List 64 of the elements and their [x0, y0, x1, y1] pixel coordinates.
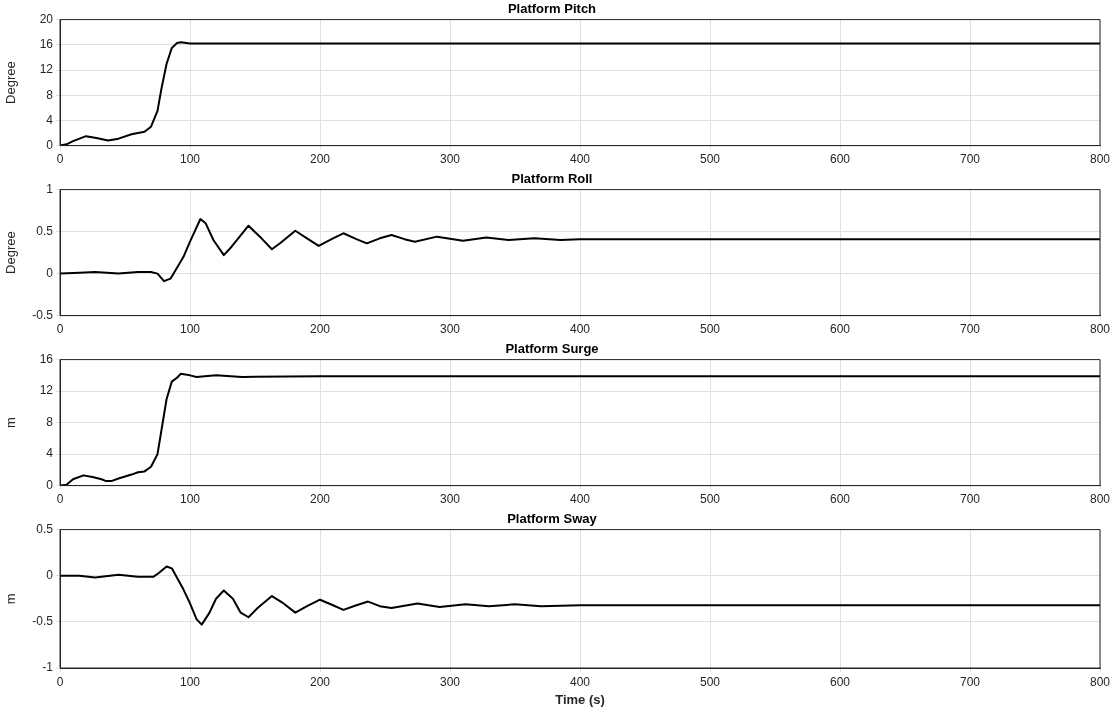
x-tick-label: 400: [569, 492, 591, 507]
x-tick-label: 300: [439, 152, 461, 167]
y-tick-label: 8: [46, 87, 54, 102]
x-tick-label: 700: [959, 152, 981, 167]
x-tick-label: 0: [56, 322, 64, 337]
x-tick-label: 700: [959, 492, 981, 507]
x-tick-label: 100: [179, 322, 201, 337]
x-tick-label: 700: [959, 674, 981, 689]
x-tick-label: 0: [56, 492, 64, 507]
y-tick-label: 4: [46, 112, 54, 127]
y-tick-label: -1: [42, 660, 54, 675]
y-tick-label: -0.5: [32, 614, 54, 629]
y-tick-label: 0: [46, 265, 54, 280]
x-tick-label: 800: [1089, 674, 1111, 689]
y-tick-label: 0: [46, 568, 54, 583]
x-tick-label: 600: [829, 152, 851, 167]
x-tick-label: 600: [829, 322, 851, 337]
x-tick-label: 600: [829, 492, 851, 507]
chart-title: Platform Surge: [505, 341, 599, 357]
chart-title: Platform Pitch: [507, 1, 597, 17]
y-tick-label: 20: [39, 11, 54, 26]
x-tick-label: 200: [309, 322, 331, 337]
chart-title: Platform Sway: [507, 511, 598, 527]
y-tick-label: -0.5: [32, 307, 54, 322]
x-axis-title: Time (s): [555, 691, 605, 707]
x-tick-label: 200: [309, 492, 331, 507]
x-tick-label: 700: [959, 322, 981, 337]
x-tick-label: 100: [179, 674, 201, 689]
y-tick-label: 16: [39, 37, 54, 52]
x-tick-label: 0: [56, 674, 64, 689]
y-axis-title: m: [3, 593, 19, 605]
y-tick-label: 0: [46, 137, 54, 152]
x-tick-label: 0: [56, 152, 64, 167]
x-tick-label: 600: [829, 674, 851, 689]
x-tick-label: 100: [179, 492, 201, 507]
x-tick-label: 200: [309, 152, 331, 167]
y-tick-label: 0.5: [36, 223, 54, 238]
x-tick-label: 800: [1089, 492, 1111, 507]
y-tick-label: 0: [46, 477, 54, 492]
y-axis-title: Degree: [3, 231, 19, 274]
x-tick-label: 500: [699, 322, 721, 337]
y-tick-label: 12: [39, 62, 54, 77]
x-tick-label: 500: [699, 152, 721, 167]
y-axis-title: Degree: [3, 61, 19, 104]
y-axis-title: m: [3, 417, 19, 429]
y-tick-label: 8: [46, 414, 54, 429]
x-tick-label: 300: [439, 322, 461, 337]
x-tick-label: 800: [1089, 152, 1111, 167]
x-tick-label: 500: [699, 492, 721, 507]
x-tick-label: 400: [569, 152, 591, 167]
x-tick-label: 300: [439, 492, 461, 507]
x-tick-label: 800: [1089, 322, 1111, 337]
y-tick-label: 12: [39, 383, 54, 398]
x-tick-label: 300: [439, 674, 461, 689]
x-tick-label: 500: [699, 674, 721, 689]
x-tick-label: 100: [179, 152, 201, 167]
chart-title: Platform Roll: [511, 171, 593, 187]
y-tick-label: 0.5: [36, 521, 54, 536]
x-tick-label: 400: [569, 674, 591, 689]
y-tick-label: 4: [46, 446, 54, 461]
x-tick-label: 400: [569, 322, 591, 337]
y-tick-label: 1: [46, 181, 54, 196]
x-tick-label: 200: [309, 674, 331, 689]
y-tick-label: 16: [39, 351, 54, 366]
